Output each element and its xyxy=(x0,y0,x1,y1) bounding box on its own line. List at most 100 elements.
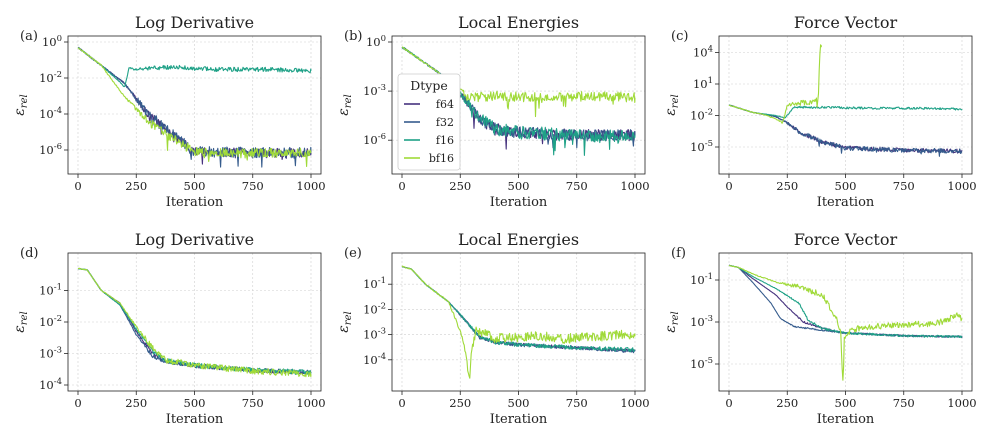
y-tick-label: 10-2 xyxy=(39,70,62,85)
grid xyxy=(68,253,321,391)
series-line-f16 xyxy=(77,47,312,88)
x-tick-label: 750 xyxy=(566,179,588,193)
series-line-bf16 xyxy=(728,44,822,124)
y-tick-label: 10-4 xyxy=(39,377,62,392)
series-line-bf16 xyxy=(401,265,636,379)
y-axis-label: εrel xyxy=(336,311,354,332)
chart-panel: 0 250 500 750 1000 10-1 10-2 10-3 10-4 Log Deriva… xyxy=(12,230,326,427)
x-tick-label: 750 xyxy=(242,179,264,193)
legend-title: Dtype xyxy=(410,78,448,93)
x-tick-label: 1000 xyxy=(296,179,325,193)
y-tick-label: 10-1 xyxy=(39,283,62,298)
chart-title: Log Derivative xyxy=(135,230,254,249)
legend-label-f16: f16 xyxy=(436,134,454,147)
y-tick-label: 10-5 xyxy=(690,139,713,154)
series-line-f16 xyxy=(729,104,963,119)
y-tick-label: 10-5 xyxy=(690,356,713,371)
series-line-bf16 xyxy=(77,47,312,168)
x-tick-label: 500 xyxy=(835,179,857,193)
x-tick-label: 500 xyxy=(184,179,206,193)
chart-title: Local Energies xyxy=(458,230,579,249)
x-tick-label: 250 xyxy=(449,179,471,193)
series-line-f16 xyxy=(728,264,963,339)
x-tick-label: 1000 xyxy=(947,179,976,193)
y-tick-label: 10-4 xyxy=(39,106,62,121)
chart-title: Force Vector xyxy=(794,13,898,32)
legend-box xyxy=(397,73,461,171)
y-tick-label: 10-3 xyxy=(690,314,713,329)
x-tick-label: 250 xyxy=(125,179,147,193)
x-axis-label: Iteration xyxy=(817,412,875,427)
y-tick-label: 10-2 xyxy=(690,108,713,123)
panel-label: (e) xyxy=(344,246,362,261)
grid xyxy=(719,253,972,391)
y-tick-label: 10-6 xyxy=(39,142,62,157)
y-tick-label: 10-2 xyxy=(363,301,386,316)
x-tick-label: 1000 xyxy=(620,396,649,410)
x-tick-label: 0 xyxy=(398,396,405,410)
x-tick-label: 250 xyxy=(776,396,798,410)
x-axis-label: Iteration xyxy=(490,195,548,210)
y-axis-label: εrel xyxy=(12,94,30,115)
y-tick-label: 10-3 xyxy=(363,327,386,342)
series-line-bf16 xyxy=(728,264,963,381)
y-tick-label: 10-1 xyxy=(690,272,713,287)
chart-panel: 0 250 500 750 1000 100 10-3 10-6 Local Energies (… xyxy=(336,13,650,210)
chart-panel: 0 250 500 750 1000 10-1 10-2 10-3 10-4 Local Ener… xyxy=(336,230,650,427)
legend-label-bf16: bf16 xyxy=(429,152,454,165)
legend-label-f64: f64 xyxy=(436,98,454,111)
y-axis-label: εrel xyxy=(663,94,681,115)
x-tick-label: 500 xyxy=(508,396,530,410)
x-tick-label: 0 xyxy=(74,396,81,410)
x-tick-label: 750 xyxy=(242,396,264,410)
grid xyxy=(392,253,645,391)
y-tick-label: 10-1 xyxy=(363,276,386,291)
x-tick-label: 500 xyxy=(835,396,857,410)
x-tick-label: 0 xyxy=(398,179,405,193)
y-tick-label: 100 xyxy=(42,34,62,49)
y-axis-label: εrel xyxy=(663,311,681,332)
grid xyxy=(68,36,321,174)
y-tick-label: 104 xyxy=(693,45,713,60)
x-tick-label: 0 xyxy=(725,396,732,410)
x-tick-label: 0 xyxy=(74,179,81,193)
panel-label: (f) xyxy=(671,246,686,261)
chart-panel: 0 250 500 750 1000 104 101 10-2 10-5 Force Vector… xyxy=(663,13,977,210)
x-tick-label: 1000 xyxy=(620,179,649,193)
x-tick-label: 500 xyxy=(184,396,206,410)
grid xyxy=(719,36,972,174)
chart-panel: 0 250 500 750 1000 10-1 10-3 10-5 Force Vector (f… xyxy=(663,230,977,427)
chart-panel: 0 250 500 750 1000 100 10-2 10-4 10-6 Log Derivat… xyxy=(12,13,326,210)
legend-label-f32: f32 xyxy=(436,116,454,129)
x-axis-label: Iteration xyxy=(166,195,224,210)
legend: Dtype f64 f32 f16 bf16 xyxy=(397,73,461,171)
panel-label: (a) xyxy=(20,29,38,44)
x-tick-label: 250 xyxy=(125,396,147,410)
y-tick-label: 10-4 xyxy=(363,352,386,367)
x-axis-label: Iteration xyxy=(817,195,875,210)
chart-title: Force Vector xyxy=(794,230,898,249)
x-tick-label: 1000 xyxy=(947,396,976,410)
panel-label: (d) xyxy=(20,246,38,261)
chart-title: Log Derivative xyxy=(135,13,254,32)
y-tick-label: 10-3 xyxy=(39,346,62,361)
y-axis-label: εrel xyxy=(12,311,30,332)
x-tick-label: 750 xyxy=(893,179,915,193)
y-axis-label: εrel xyxy=(336,94,354,115)
x-tick-label: 750 xyxy=(893,396,915,410)
panel-label: (c) xyxy=(671,29,688,44)
x-tick-label: 750 xyxy=(566,396,588,410)
y-tick-label: 10-6 xyxy=(363,132,386,147)
series-line-bf16 xyxy=(78,267,312,378)
panel-label: (b) xyxy=(344,29,362,44)
x-tick-label: 1000 xyxy=(296,396,325,410)
x-tick-label: 500 xyxy=(508,179,530,193)
chart-title: Local Energies xyxy=(458,13,579,32)
y-tick-label: 101 xyxy=(693,76,713,91)
x-axis-label: Iteration xyxy=(490,412,548,427)
x-tick-label: 250 xyxy=(449,396,471,410)
x-tick-label: 250 xyxy=(776,179,798,193)
y-tick-label: 10-3 xyxy=(363,83,386,98)
y-tick-label: 100 xyxy=(366,34,386,49)
